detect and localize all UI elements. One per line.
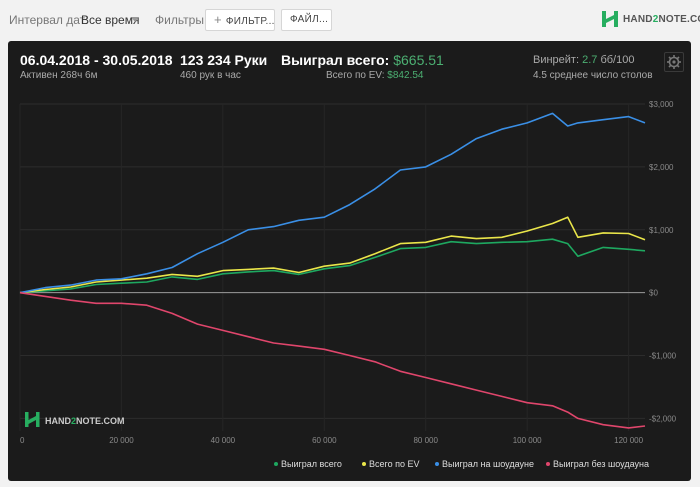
x-tick-label: 60 000 [312,436,337,445]
add-filter-button[interactable]: + ФИЛЬТР... [205,9,275,31]
hands-count: 123 234 Руки [180,52,268,68]
x-tick-label: 40 000 [211,436,236,445]
x-tick-label: 80 000 [413,436,438,445]
winrate: Винрейт: 2.7 бб/100 [533,54,634,66]
graph-panel: 06.04.2018 - 30.05.2018 Активен 268ч 6м … [8,41,691,481]
file-button[interactable]: ФАЙЛ... [281,9,332,31]
won-total-value: $665.51 [393,52,444,68]
file-button-label: ФАЙЛ... [290,14,329,25]
y-tick-label: $3,000 [649,100,674,109]
legend-label-showdown: Выиграл на шоудауне [442,459,534,469]
won-total: Выиграл всего: $665.51 [281,52,444,68]
chart-series [19,112,646,429]
settings-button[interactable] [664,52,684,72]
hand2note-logo: HAND2NOTE.COM [601,10,700,30]
y-tick-label: -$1,000 [649,352,677,361]
profit-chart: -$2,000 -$1,000 $0 $1,000 $2,000 $3,000 0 20 0… [19,100,677,469]
winrate-value: 2.7 [582,54,598,66]
x-tick-label: 20 000 [109,436,134,445]
hand2note-logo-icon [602,11,618,27]
watermark-text: HAND2NOTE.COM [45,416,125,426]
series-line-non_showdown [19,291,646,429]
legend-marker-non_showdown [546,462,550,466]
legend-marker-showdown [435,462,439,466]
x-tick-label: 120 000 [614,436,643,445]
y-tick-label: -$2,000 [649,414,677,423]
watermark-prefix: HAND [45,416,71,426]
gear-icon [667,55,681,69]
chart-legend: Выиграл всего Всего по EV Выиграл на шоуда… [274,459,649,469]
series-line-showdown [19,112,646,294]
watermark-two: 2 [71,416,76,426]
chart-watermark: HAND2NOTE.COM [25,412,125,427]
x-tick-label: 100 000 [513,436,542,445]
y-axis-ticks: -$2,000 -$1,000 $0 $1,000 $2,000 $3,000 [649,100,677,423]
hands-per-hour: 460 рук в час [180,70,241,81]
winrate-suffix: бб/100 [600,54,635,66]
date-interval-label: Интервал дат: [9,13,89,27]
series-line-won_total [19,238,646,294]
winrate-label: Винрейт: [533,54,580,66]
logo-two: 2 [652,14,659,25]
watermark-suffix: NOTE.COM [76,416,125,426]
x-axis-ticks: 0 20 000 40 000 60 000 80 000 100 000 120 000 [20,436,644,445]
watermark-logo-icon [25,412,40,427]
filter-bar: Интервал дат: Все время Фильтры: + ФИЛЬТР… [0,0,700,40]
ev-total-value: $842.54 [387,70,424,81]
avg-tables: 4.5 среднее число столов [533,70,653,81]
active-time: Активен 268ч 6м [20,70,98,81]
filters-label: Фильтры: [155,13,208,27]
series-line-ev_total [19,216,646,294]
legend-label-ev_total: Всего по EV [369,459,419,469]
x-tick-label: 0 [20,436,25,445]
y-tick-label: $2,000 [649,163,674,172]
legend-marker-ev_total [362,462,366,466]
ev-total: Всего по EV: $842.54 [326,70,423,81]
y-tick-label: $1,000 [649,226,674,235]
logo-suffix: NOTE.COM [658,14,700,25]
date-interval-select[interactable]: Все время [81,13,140,27]
legend-marker-won_total [274,462,278,466]
won-total-label: Выиграл всего: [281,52,390,68]
y-tick-label: $0 [649,289,658,298]
add-filter-label: ФИЛЬТР... [225,16,275,27]
chevron-down-icon[interactable] [131,17,139,22]
legend-label-non_showdown: Выиграл без шоудауна [553,459,649,469]
ev-total-label: Всего по EV: [326,70,385,81]
legend-label-won_total: Выиграл всего [281,459,342,469]
plus-icon: + [214,12,222,27]
date-range: 06.04.2018 - 30.05.2018 [20,52,173,68]
logo-prefix: HAND [623,14,653,25]
